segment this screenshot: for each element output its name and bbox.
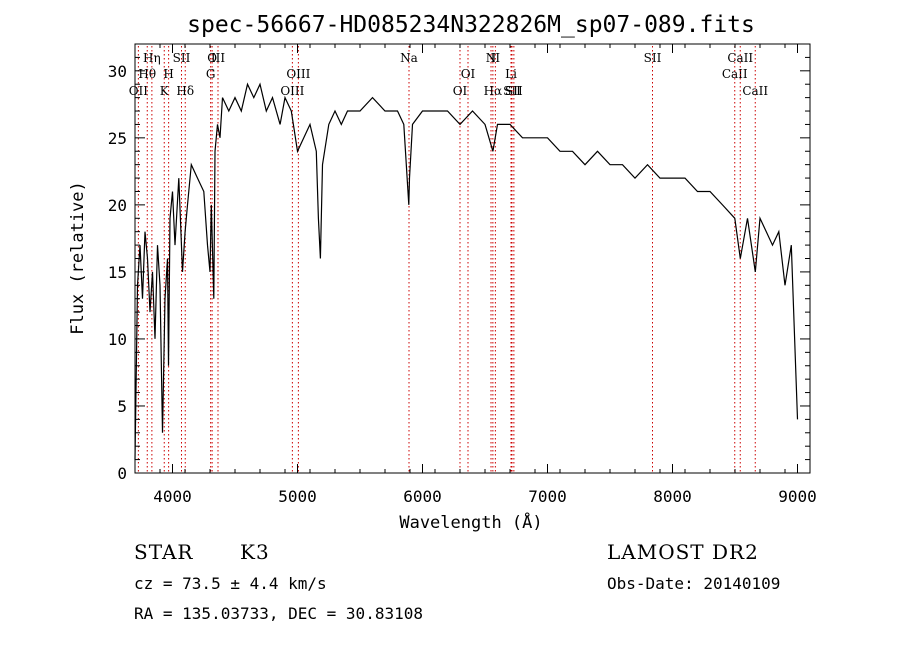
redshift-cz: cz = 73.5 ± 4.4 km/s: [134, 574, 327, 593]
line-marker-label: N: [486, 51, 497, 65]
survey-name: LAMOST DR2: [607, 540, 759, 564]
x-tick-label: 9000: [778, 487, 817, 506]
x-axis-label: Wavelength (Å): [399, 511, 542, 533]
chart-title: spec-56667-HD085234N322826M_sp07-089.fit…: [187, 12, 755, 38]
x-tick-label: 8000: [653, 487, 692, 506]
line-marker-label: OIII: [286, 67, 310, 81]
line-markers: OIIHθHηKHSIIHδGOIIIOIIIOIIINaOIOINHαIILi…: [129, 46, 768, 473]
y-axis-label: Flux (relative): [68, 181, 88, 335]
line-marker-label: OI: [453, 84, 468, 98]
y-tick-label: 20: [108, 196, 127, 215]
line-marker-label: II: [491, 51, 501, 65]
line-marker-label: OII: [129, 84, 149, 98]
object-subclass: K3: [240, 540, 270, 564]
line-marker-label: OIII: [280, 84, 304, 98]
line-marker-label: OI: [461, 67, 476, 81]
line-marker-label: Hθ: [138, 67, 156, 81]
y-tick-label: 15: [108, 263, 127, 282]
line-marker-label: CaII: [727, 51, 753, 65]
y-tick-label: 25: [108, 129, 127, 148]
line-marker-label: SII: [644, 51, 662, 65]
spectrum-line: [134, 82, 799, 460]
x-tick-label: 6000: [403, 487, 442, 506]
axes-ticks: 4000 5000 6000 7000 8000 9000 0 5 10 15 20 25 30: [108, 43, 817, 506]
y-tick-label: 10: [108, 330, 127, 349]
line-marker-label: Na: [400, 51, 418, 65]
line-marker-label: H: [163, 67, 173, 81]
x-tick-label: 4000: [153, 487, 192, 506]
obs-date: Obs-Date: 20140109: [607, 574, 781, 593]
y-tick-label: 30: [108, 62, 127, 81]
line-marker-label: CaII: [742, 84, 768, 98]
line-marker-label: Hη: [143, 51, 161, 65]
line-marker-label: CaII: [722, 67, 748, 81]
line-marker-label: Hα: [484, 84, 503, 98]
coordinates: RA = 135.03733, DEC = 30.83108: [134, 604, 423, 623]
line-marker-label: Hδ: [176, 84, 194, 98]
line-marker-label: SII: [503, 84, 521, 98]
x-tick-label: 7000: [528, 487, 567, 506]
object-class: STAR: [134, 540, 194, 564]
y-tick-label: 0: [117, 464, 127, 483]
line-marker-label: SII: [505, 84, 523, 98]
line-marker-label: K: [160, 84, 170, 98]
x-tick-label: 5000: [278, 487, 317, 506]
line-marker-label: O: [207, 51, 217, 65]
line-marker-label: G: [206, 67, 216, 81]
line-marker-label: Li: [505, 67, 517, 81]
plot-frame: [134, 43, 811, 474]
y-tick-label: 5: [117, 397, 127, 416]
line-marker-label: SII: [173, 51, 191, 65]
line-marker-label: III: [211, 51, 225, 65]
